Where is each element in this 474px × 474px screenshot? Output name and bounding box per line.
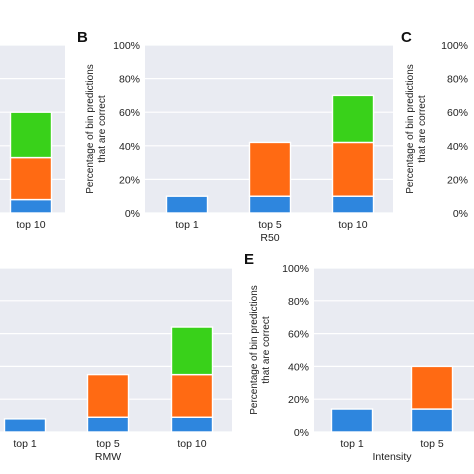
bar-segment [248,141,292,197]
x-axis-label: Intensity [372,451,412,463]
y-tick-label: 0% [453,208,468,220]
bar-segment [86,416,130,433]
y-tick-label: 60% [447,107,468,119]
x-tick-label: top 1 [340,438,364,450]
bar-segment [330,408,374,433]
x-tick-label: top 1 [175,219,199,231]
bar-segment [165,195,209,214]
y-tick-label: 40% [288,361,309,373]
bar-segment [331,195,375,214]
panel-letter: C [401,29,412,46]
y-tick-label: 20% [288,394,309,406]
bar-segment [410,408,454,433]
x-tick-label: top 5 [420,438,444,450]
bar-segment [9,198,53,214]
bar-segment [170,416,214,433]
y-tick-label: 40% [119,141,140,153]
y-tick-label: 0% [294,427,309,439]
bar-segment [9,156,53,201]
y-tick-label: 100% [282,263,309,275]
x-tick-label: top 10 [16,219,45,231]
bar-segment [3,418,47,433]
y-tick-label: 20% [119,174,140,186]
x-tick-label: top 5 [258,219,282,231]
y-axis-label: Percentage of bin predictionsthat are co… [85,64,108,194]
y-tick-label: 0% [125,208,140,220]
y-tick-label: 60% [288,329,309,341]
y-tick-label: 80% [447,74,468,86]
y-axis-label: Percentage of bin predictionsthat are co… [405,64,428,194]
panel-letter: E [244,251,254,268]
bar-segment [170,326,214,376]
bar-segment [9,111,53,159]
y-tick-label: 100% [113,40,140,52]
bar-segment [86,373,130,418]
bar-segment [331,141,375,197]
y-tick-label: 100% [441,40,468,52]
x-tick-label: top 1 [13,438,37,450]
bar-segment [410,365,454,410]
panel-letter: B [77,29,88,46]
y-tick-label: 80% [288,296,309,308]
bar-segment [170,373,214,418]
y-tick-label: 80% [119,74,140,86]
x-tick-label: top 10 [338,219,367,231]
x-tick-label: top 10 [177,438,206,450]
y-tick-label: 60% [119,107,140,119]
x-axis-label: R50 [260,232,279,244]
y-tick-label: 40% [447,141,468,153]
x-axis-label: RMW [95,451,121,463]
bar-segment [248,195,292,214]
bar-segment [331,94,375,144]
x-tick-label: top 5 [96,438,120,450]
y-axis-label: Percentage of bin predictionsthat are co… [249,285,272,415]
y-tick-label: 20% [447,174,468,186]
